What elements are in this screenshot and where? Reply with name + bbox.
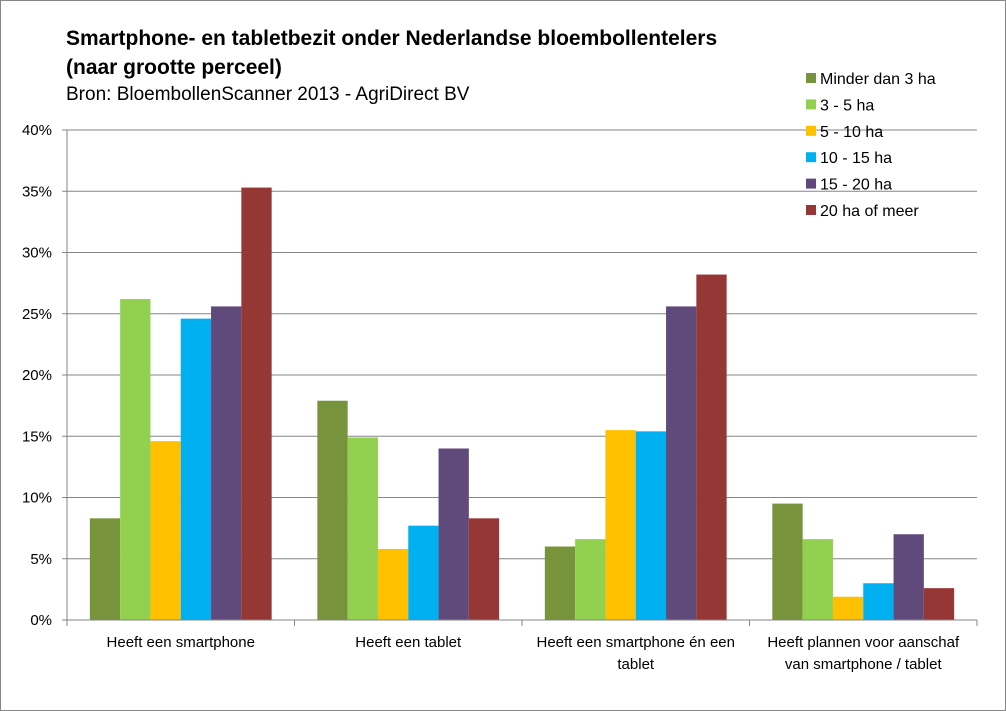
bar — [923, 588, 955, 620]
y-tick-label: 15% — [22, 428, 52, 445]
legend-swatch — [806, 178, 816, 189]
legend-swatch — [806, 125, 816, 136]
y-tick-label: 35% — [22, 183, 52, 200]
x-category-label: van smartphone / tablet — [785, 656, 943, 673]
legend-label: 5 - 10 ha — [820, 124, 883, 141]
x-category-label: tablet — [617, 656, 655, 673]
chart-title-line-2: (naar grootte perceel) — [66, 56, 282, 79]
bar — [120, 299, 151, 620]
legend-label: 15 - 20 ha — [820, 177, 892, 194]
x-axis-category-labels: Heeft een smartphone Heeft een tablet Heef… — [107, 634, 960, 673]
y-tick-label: 0% — [30, 612, 52, 629]
bar — [863, 583, 894, 620]
y-tick-label: 10% — [22, 490, 52, 507]
bar — [544, 546, 576, 620]
chart-subtitle: Bron: BloembollenScanner 2013 - AgriDire… — [66, 84, 470, 105]
bar — [408, 525, 439, 620]
bar — [635, 431, 667, 620]
bar — [893, 534, 924, 620]
bar — [772, 503, 803, 620]
legend-label: Minder dan 3 ha — [820, 71, 936, 88]
legend-label: 3 - 5 ha — [820, 97, 874, 114]
legend-entry: 20 ha of meer — [806, 203, 919, 220]
bar — [377, 548, 409, 620]
y-tick-label: 30% — [22, 245, 52, 262]
bar — [347, 437, 378, 620]
bar — [666, 306, 697, 620]
legend-swatch — [806, 73, 816, 83]
legend-entry: 5 - 10 ha — [806, 124, 883, 141]
bar — [605, 430, 636, 620]
bar — [832, 596, 864, 620]
y-axis-tick-labels: 0% 5% 10% 15% 20% 25% 30% 35% 40% — [22, 122, 52, 629]
chart-title: Smartphone- en tabletbezit onder Nederla… — [66, 24, 717, 82]
bar — [802, 539, 833, 620]
bar — [317, 400, 348, 620]
bar — [241, 187, 272, 620]
legend-label: 20 ha of meer — [820, 203, 919, 220]
x-category-label: Heeft een smartphone én een — [537, 634, 735, 651]
legend: Minder dan 3 ha 3 - 5 ha 5 - 10 ha 10 - 15 … — [806, 71, 936, 220]
y-tick-label: 20% — [22, 367, 52, 384]
legend-entry: 15 - 20 ha — [806, 177, 892, 194]
bar — [150, 441, 181, 620]
x-category-label: Heeft een tablet — [355, 634, 462, 651]
legend-swatch — [806, 152, 816, 163]
x-category-label: Heeft plannen voor aanschaf — [767, 634, 960, 651]
bar — [575, 539, 606, 620]
legend-swatch — [806, 205, 816, 215]
y-tick-label: 5% — [30, 551, 52, 568]
legend-label: 10 - 15 ha — [820, 150, 892, 167]
bar — [696, 274, 727, 620]
legend-swatch — [806, 99, 816, 110]
legend-entry: Minder dan 3 ha — [806, 71, 936, 88]
bar — [468, 518, 500, 620]
bar — [89, 518, 121, 620]
bars — [89, 187, 955, 620]
x-category-label: Heeft een smartphone — [107, 634, 255, 651]
bar — [180, 318, 212, 620]
axes — [66, 130, 978, 626]
bar — [211, 306, 242, 620]
legend-entry: 3 - 5 ha — [806, 97, 874, 114]
legend-entry: 10 - 15 ha — [806, 150, 892, 167]
bar — [438, 448, 469, 620]
chart-title-line-1: Smartphone- en tabletbezit onder Nederla… — [66, 27, 718, 50]
y-tick-label: 40% — [22, 122, 52, 139]
y-tick-label: 25% — [22, 306, 52, 323]
